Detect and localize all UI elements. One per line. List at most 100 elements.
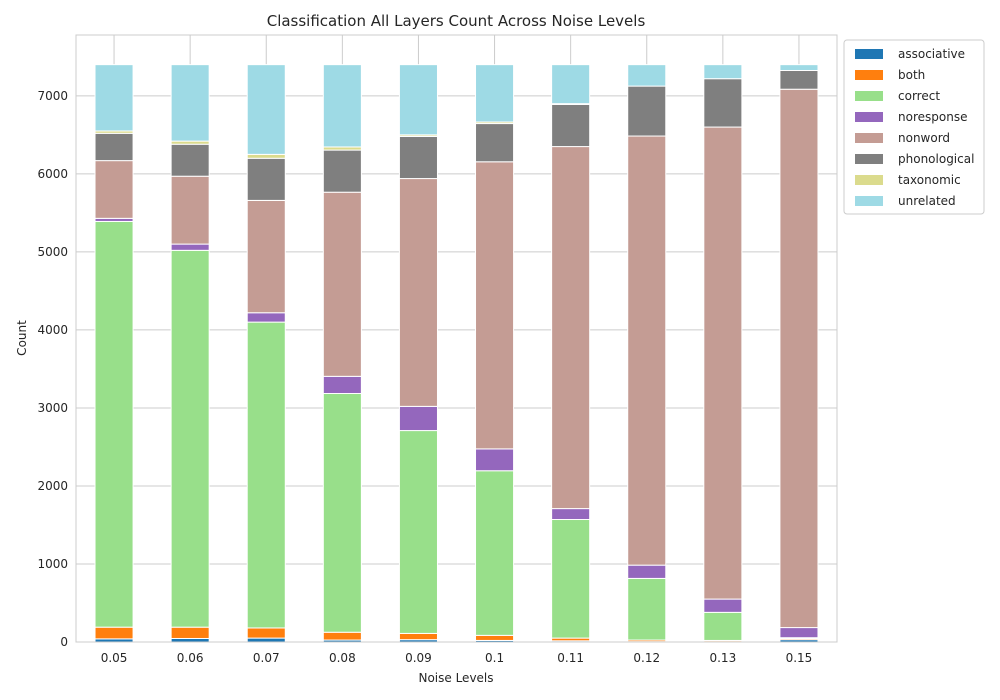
x-tick-label: 0.15 — [786, 651, 813, 665]
bar-segment-nonword — [551, 146, 591, 510]
legend-label-associative: associative — [898, 47, 965, 61]
y-tick-label: 2000 — [37, 479, 68, 493]
y-tick-label: 5000 — [37, 245, 68, 259]
x-axis-label: Noise Levels — [418, 671, 493, 685]
bar-segment-nonword — [703, 126, 743, 600]
bar-segment-correct — [475, 470, 515, 636]
bar-segment-nonword — [246, 199, 286, 314]
legend-swatch-both — [855, 70, 883, 80]
legend-label-correct: correct — [898, 89, 940, 103]
legend-swatch-unrelated — [855, 196, 883, 206]
bar-segment-unrelated — [779, 64, 819, 71]
bar-segment-correct — [627, 577, 667, 641]
legend-label-nonword: nonword — [898, 131, 950, 145]
bar-segment-noresponse — [627, 564, 667, 579]
bar-segment-nonword — [170, 175, 210, 245]
bar-segment-phonological — [322, 149, 362, 193]
legend-swatch-noresponse — [855, 112, 883, 122]
bar-segment-both — [170, 626, 210, 639]
bar-segment-unrelated — [246, 64, 286, 155]
legend: associative both correct noresponse nonword p… — [843, 39, 985, 215]
legend-swatch-associative — [855, 49, 883, 59]
legend-label-unrelated: unrelated — [898, 194, 956, 208]
legend-label-phonological: phonological — [898, 152, 974, 166]
axes — [75, 34, 838, 643]
bar-segment-noresponse — [703, 598, 743, 613]
bars — [94, 64, 819, 643]
bar-segment-phonological — [246, 157, 286, 201]
bar-segment-phonological — [94, 132, 134, 162]
bar-segment-phonological — [779, 69, 819, 90]
bar-segment-nonword — [398, 178, 438, 407]
x-tick-label: 0.1 — [485, 651, 504, 665]
legend-swatch-nonword — [855, 133, 883, 143]
bar-segment-correct — [246, 321, 286, 629]
bar-segment-unrelated — [398, 64, 438, 136]
bar-segment-associative — [246, 637, 286, 643]
bar-segment-correct — [170, 249, 210, 628]
bar-segment-noresponse — [551, 508, 591, 521]
y-tick-label: 7000 — [37, 89, 68, 103]
y-tick-label: 6000 — [37, 167, 68, 181]
x-tick-label: 0.11 — [557, 651, 584, 665]
bar-segment-unrelated — [475, 64, 515, 123]
y-tick-label: 4000 — [37, 323, 68, 337]
legend-label-taxonomic: taxonomic — [898, 173, 961, 187]
bar-segment-nonword — [779, 88, 819, 629]
bar-segment-unrelated — [322, 64, 362, 148]
bar-segment-noresponse — [246, 312, 286, 323]
bar-segment-correct — [322, 393, 362, 633]
y-tick-label: 1000 — [37, 557, 68, 571]
bar-segment-correct — [398, 430, 438, 634]
legend-label-noresponse: noresponse — [898, 110, 967, 124]
bar-segment-nonword — [627, 135, 667, 566]
bar-segment-noresponse — [398, 405, 438, 432]
bar-segment-unrelated — [170, 64, 210, 142]
bar-segment-unrelated — [94, 64, 134, 132]
x-tick-label: 0.05 — [101, 651, 128, 665]
bar-segment-phonological — [475, 123, 515, 163]
bar-segment-correct — [703, 611, 743, 641]
chart-title: Classification All Layers Count Across N… — [267, 12, 646, 30]
bar-segment-phonological — [398, 135, 438, 180]
bar-segment-nonword — [322, 191, 362, 377]
bar-segment-phonological — [703, 78, 743, 128]
legend-frame — [843, 39, 985, 215]
bar-segment-both — [94, 626, 134, 640]
plot-frame — [75, 34, 838, 643]
y-tick-label: 3000 — [37, 401, 68, 415]
bar-segment-correct — [551, 519, 591, 639]
x-tick-label: 0.09 — [405, 651, 432, 665]
x-tick-label: 0.13 — [709, 651, 736, 665]
bar-segment-correct — [94, 220, 134, 628]
x-tick-label: 0.08 — [329, 651, 356, 665]
bar-segment-unrelated — [551, 64, 591, 105]
bar-segment-associative — [170, 637, 210, 643]
bar-segment-nonword — [94, 160, 134, 219]
legend-label-both: both — [898, 68, 925, 82]
x-tick-label: 0.06 — [177, 651, 204, 665]
x-tick-label: 0.12 — [633, 651, 660, 665]
bar-segment-both — [475, 634, 515, 641]
ticks: 0 1000 2000 3000 4000 5000 6000 7000 0.05 0.06 0.0… — [37, 89, 812, 665]
legend-swatch-phonological — [855, 154, 883, 164]
x-tick-label: 0.07 — [253, 651, 280, 665]
y-tick-label: 0 — [60, 635, 68, 649]
bar-segment-both — [246, 627, 286, 639]
bar-segment-noresponse — [170, 243, 210, 251]
bar-segment-both — [398, 632, 438, 641]
bar-segment-nonword — [475, 161, 515, 450]
bar-segment-phonological — [627, 85, 667, 137]
bar-segment-both — [322, 631, 362, 641]
legend-swatch-taxonomic — [855, 175, 883, 185]
bar-segment-unrelated — [703, 64, 743, 80]
bar-segment-taxonomic — [246, 153, 286, 159]
legend-swatch-correct — [855, 91, 883, 101]
y-axis-label: Count — [15, 320, 29, 356]
bar-segment-phonological — [170, 143, 210, 177]
bar-segment-phonological — [551, 103, 591, 148]
bar-segment-noresponse — [322, 375, 362, 395]
bar-segment-noresponse — [475, 448, 515, 472]
bar-segment-unrelated — [627, 64, 667, 87]
